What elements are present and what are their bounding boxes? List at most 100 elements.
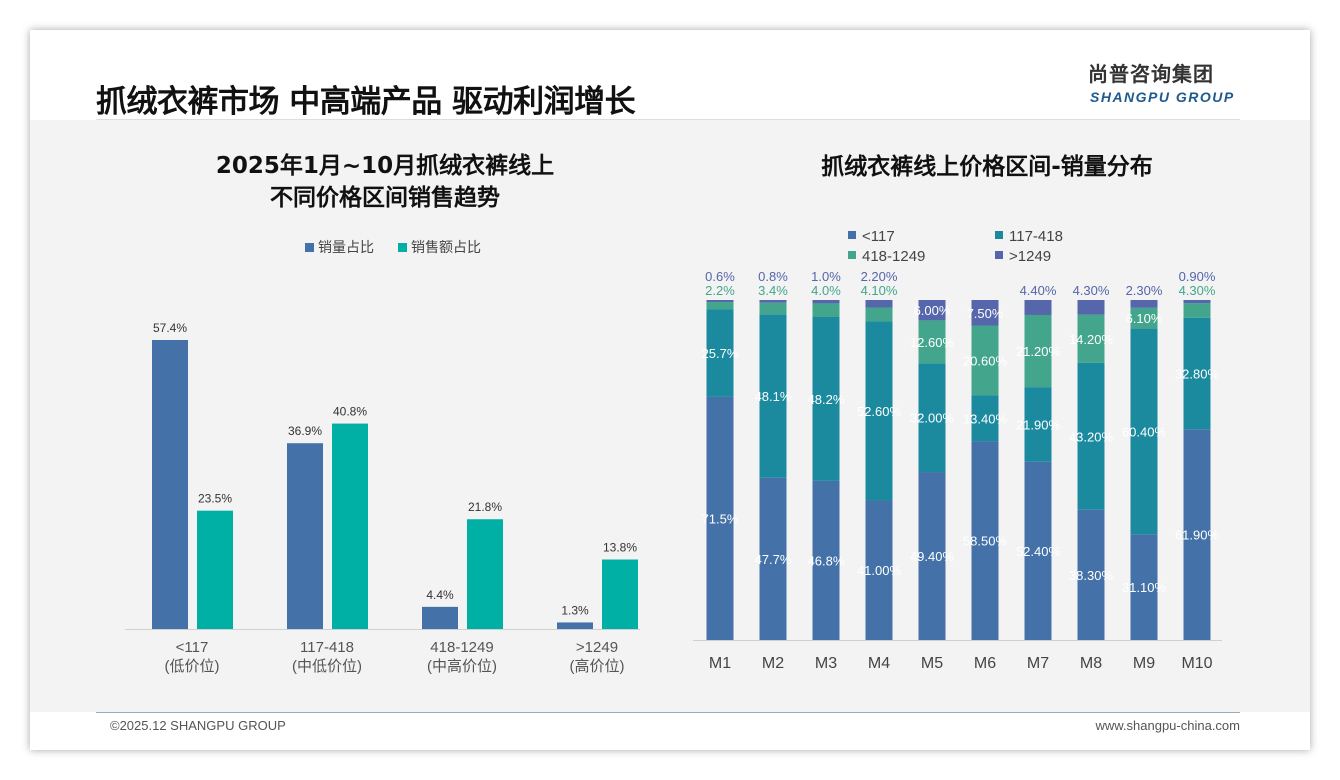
page-title: 抓绒衣裤市场 中高端产品 驱动利润增长	[96, 84, 636, 120]
stack-seg-3-5	[971, 300, 999, 326]
left-chart-title-line2: 不同价格区间销售趋势	[270, 185, 500, 211]
data-label: 48.2%	[808, 392, 845, 407]
stack-seg-2-5	[971, 325, 999, 396]
data-label: 32.00%	[910, 411, 955, 426]
data-label: 2.20%	[861, 269, 898, 284]
bar-0-3	[557, 622, 593, 629]
stack-seg-0-0	[706, 396, 734, 640]
data-label: 6.00%	[914, 303, 951, 318]
stack-seg-3-0	[706, 300, 734, 303]
x-tick-label: M6	[974, 655, 996, 672]
stack-seg-0-4	[918, 472, 946, 640]
data-label: 0.6%	[705, 269, 735, 284]
x-tick-label: M2	[762, 655, 784, 672]
data-label: 4.10%	[861, 283, 898, 298]
stack-seg-3-7	[1077, 300, 1105, 315]
x-tick-label: <117	[176, 639, 209, 656]
stack-seg-1-8	[1130, 328, 1158, 535]
data-label: 7.50%	[967, 306, 1004, 321]
bar-1-3	[602, 559, 638, 629]
legend-label-r1: 117-418	[1009, 228, 1063, 245]
stack-seg-2-3	[865, 307, 893, 322]
stack-seg-3-6	[1024, 300, 1052, 315]
x-tick-sublabel: (中低价位)	[292, 658, 362, 675]
data-label: 3.4%	[758, 283, 788, 298]
x-tick-sublabel: (低价位)	[165, 658, 220, 675]
data-label: 23.5%	[198, 492, 232, 506]
x-tick-label: M10	[1181, 655, 1212, 672]
legend-swatch-r0	[848, 231, 856, 239]
data-label: 4.40%	[1020, 283, 1057, 298]
data-label: 13.40%	[963, 411, 1008, 426]
stack-seg-2-7	[1077, 314, 1105, 363]
data-label: 21.90%	[1016, 417, 1061, 432]
bar-1-2	[467, 519, 503, 629]
data-label: 13.8%	[603, 541, 637, 555]
data-label: 40.8%	[333, 405, 367, 419]
logo-text-cn: 尚普咨询集团	[1088, 62, 1214, 86]
data-label: 41.00%	[857, 563, 902, 578]
data-label: 2.30%	[1126, 283, 1163, 298]
left-chart-title-line1: 2025年1月~10月抓绒衣裤线上	[215, 153, 555, 179]
data-label: 12.60%	[910, 335, 955, 350]
stack-seg-2-9	[1183, 303, 1211, 318]
data-label: 0.8%	[758, 269, 788, 284]
x-tick-label: M3	[815, 655, 837, 672]
stack-seg-0-5	[971, 441, 999, 640]
data-label: 60.40%	[1122, 424, 1167, 439]
stack-seg-1-4	[918, 363, 946, 473]
data-label: 2.2%	[705, 283, 735, 298]
data-label: 71.5%	[702, 511, 739, 526]
stack-seg-2-6	[1024, 314, 1052, 388]
stack-seg-3-8	[1130, 300, 1158, 308]
x-tick-label: M5	[921, 655, 943, 672]
x-tick-label: 117-418	[300, 639, 354, 656]
stack-seg-0-7	[1077, 509, 1105, 640]
data-label: 46.8%	[808, 553, 845, 568]
bar-1-1	[332, 423, 368, 629]
data-label: 6.10%	[1126, 311, 1163, 326]
footer-copyright: ©2025.12 SHANGPU GROUP	[110, 718, 286, 733]
stack-seg-2-4	[918, 320, 946, 364]
data-label: 58.50%	[963, 534, 1008, 549]
data-label: 31.10%	[1122, 580, 1167, 595]
x-tick-label: M4	[868, 655, 890, 672]
data-label: 52.40%	[1016, 544, 1061, 559]
data-label: 43.20%	[1069, 429, 1114, 444]
stack-seg-0-9	[1183, 429, 1211, 640]
footer-website: www.shangpu-china.com	[1095, 718, 1240, 733]
bar-0-2	[422, 606, 458, 629]
legend-swatch-0	[305, 243, 314, 252]
x-tick-sublabel: (高价位)	[570, 658, 625, 675]
stack-seg-2-0	[706, 302, 734, 310]
data-label: 61.90%	[1175, 528, 1220, 543]
stack-seg-0-6	[1024, 461, 1052, 640]
left-chart-title: 2025年1月~10月抓绒衣裤线上 不同价格区间销售趋势	[130, 150, 640, 214]
legend-label-r2: 418-1249	[862, 248, 925, 265]
stack-seg-1-9	[1183, 317, 1211, 430]
stack-seg-0-8	[1130, 534, 1158, 640]
stack-seg-1-1	[759, 314, 787, 478]
stack-seg-1-7	[1077, 362, 1105, 510]
x-tick-sublabel: (中高价位)	[427, 658, 497, 675]
data-label: 1.3%	[561, 603, 589, 617]
stack-seg-3-3	[865, 300, 893, 308]
stack-seg-1-6	[1024, 387, 1052, 462]
stack-seg-1-0	[706, 309, 734, 397]
bar-0-1	[287, 443, 323, 629]
data-label: 49.40%	[910, 549, 955, 564]
data-label: 32.80%	[1175, 367, 1220, 382]
stack-seg-3-9	[1183, 300, 1211, 304]
x-tick-label: M7	[1027, 655, 1049, 672]
stack-seg-3-2	[812, 300, 840, 304]
x-tick-label: M9	[1133, 655, 1155, 672]
data-label: 21.20%	[1016, 344, 1061, 359]
stack-seg-2-2	[812, 303, 840, 317]
legend-label-1: 销售额占比	[411, 239, 481, 255]
x-tick-label: M8	[1080, 655, 1102, 672]
data-label: 47.7%	[755, 552, 792, 567]
data-label: 25.7%	[702, 346, 739, 361]
data-label: 20.60%	[963, 354, 1008, 369]
legend-swatch-r1	[995, 231, 1003, 239]
